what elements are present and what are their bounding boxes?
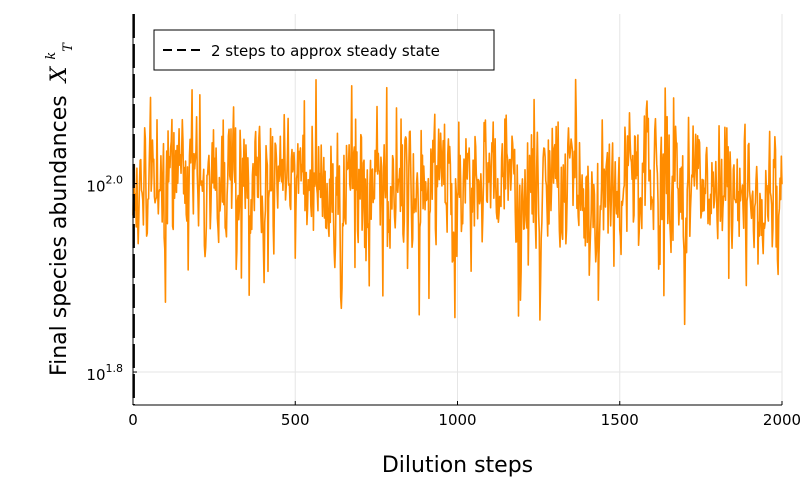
x-tick-label: 0: [128, 411, 138, 429]
ticks: 0 500 1000 1500 2000 101.8 102.0: [86, 174, 800, 429]
x-tick-label: 1000: [438, 411, 476, 429]
y-axis-label-text: Final species abundances: [47, 95, 72, 376]
y-axis-label: Final species abundances X k T: [36, 42, 76, 376]
legend: 2 steps to approx steady state: [153, 29, 495, 71]
series-abundance-trace: [132, 78, 783, 326]
x-tick-label: 500: [281, 411, 310, 429]
svg-text:Final species abundances: Final species abundances X k T: [36, 42, 76, 376]
x-tick-label: 1500: [601, 411, 639, 429]
y-axis-label-subscript: T: [61, 42, 76, 52]
plot-area: [132, 14, 783, 405]
y-axis-label-superscript: k: [44, 52, 59, 60]
y-tick-label: 102.0: [86, 174, 123, 196]
y-tick-label: 101.8: [86, 362, 123, 384]
y-axis-label-math: X: [47, 65, 72, 84]
x-tick-label: 2000: [763, 411, 800, 429]
x-axis-label: Dilution steps: [382, 453, 533, 478]
legend-box: [153, 29, 495, 71]
legend-label-steady-state: 2 steps to approx steady state: [211, 42, 440, 60]
